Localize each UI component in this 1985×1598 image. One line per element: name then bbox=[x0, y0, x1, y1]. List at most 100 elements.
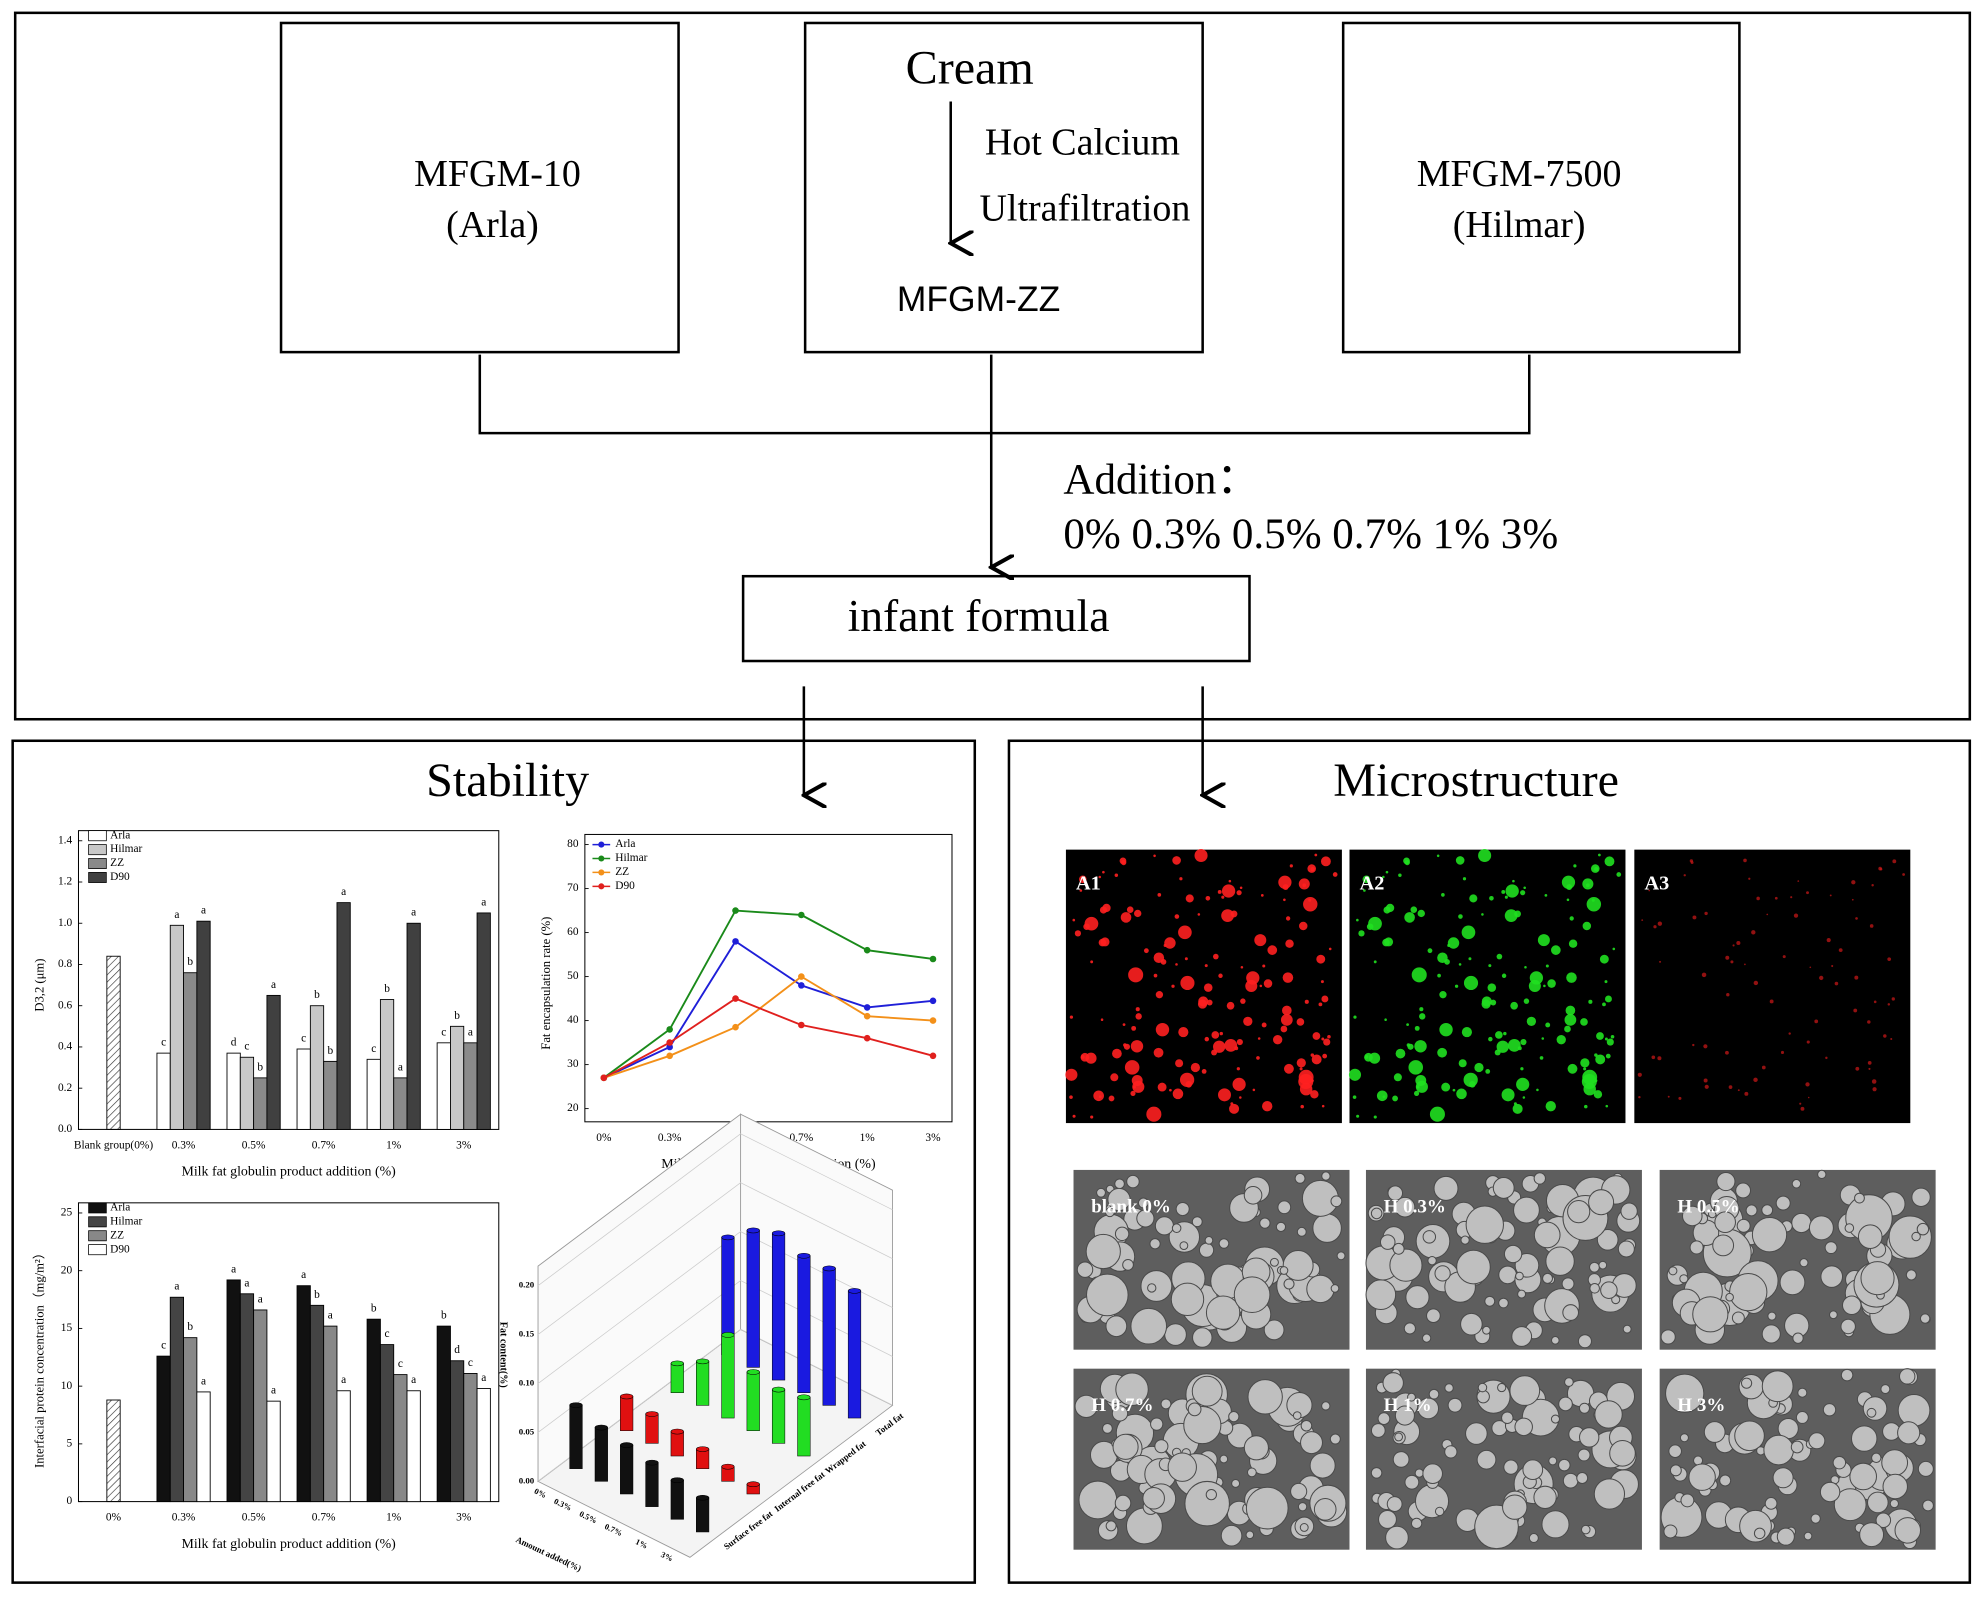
particle bbox=[1578, 1402, 1591, 1414]
particle bbox=[1871, 883, 1874, 887]
y-tick-label: 0.0 bbox=[58, 1123, 73, 1135]
legend-swatch bbox=[88, 1230, 107, 1242]
bar bbox=[746, 1230, 760, 1368]
particle bbox=[1819, 975, 1824, 981]
particle bbox=[1564, 1377, 1574, 1387]
particle bbox=[1688, 1463, 1716, 1491]
particle bbox=[1610, 1034, 1615, 1039]
y-tick-label: 80 bbox=[567, 838, 579, 850]
node-label: MFGM-10 bbox=[414, 153, 581, 195]
particle bbox=[1164, 1323, 1187, 1346]
particle bbox=[1756, 896, 1760, 901]
particle bbox=[1230, 910, 1238, 918]
particle bbox=[1363, 889, 1366, 892]
particle bbox=[1551, 945, 1561, 955]
particle bbox=[1899, 1368, 1916, 1385]
particle bbox=[1377, 1412, 1391, 1425]
particle bbox=[1201, 1068, 1207, 1074]
particle bbox=[1806, 1040, 1810, 1044]
particle bbox=[1567, 1200, 1591, 1224]
particle bbox=[1568, 939, 1578, 948]
particle bbox=[1734, 1420, 1765, 1452]
bar bbox=[822, 1268, 836, 1406]
particle bbox=[1096, 1187, 1106, 1198]
particle bbox=[1867, 1020, 1871, 1024]
particle bbox=[1167, 1452, 1197, 1482]
particle bbox=[1780, 1050, 1785, 1055]
particle bbox=[1880, 1384, 1891, 1395]
particle bbox=[1389, 1248, 1423, 1282]
particle bbox=[1791, 1179, 1802, 1189]
bar bbox=[450, 1360, 465, 1503]
particle bbox=[1591, 898, 1595, 902]
particle bbox=[1373, 1115, 1377, 1119]
significance-letter: a bbox=[341, 1374, 346, 1386]
particle bbox=[1456, 1088, 1467, 1100]
bar-cap bbox=[721, 1234, 735, 1241]
particle bbox=[1606, 1038, 1614, 1046]
particle bbox=[1226, 1001, 1235, 1010]
particle bbox=[1589, 1261, 1600, 1273]
particle bbox=[1558, 1396, 1573, 1412]
significance-letter: c bbox=[301, 1032, 306, 1044]
particle bbox=[1514, 1417, 1533, 1437]
particle bbox=[1730, 960, 1734, 964]
particle bbox=[1465, 1205, 1504, 1244]
y-tick-label: 1.0 bbox=[58, 917, 73, 929]
x-tick-label: 0% bbox=[106, 1512, 122, 1524]
particle bbox=[1580, 1018, 1588, 1026]
particle bbox=[1406, 1043, 1411, 1047]
legend-label: Hilmar bbox=[110, 1215, 142, 1227]
y-tick-label: 1.4 bbox=[58, 834, 73, 846]
top-frame bbox=[13, 11, 1972, 721]
legend-swatch bbox=[88, 872, 107, 883]
particle bbox=[1648, 889, 1651, 892]
particle bbox=[1547, 979, 1556, 988]
particle bbox=[1477, 1382, 1488, 1393]
significance-letter: d bbox=[231, 1037, 237, 1049]
particle bbox=[1370, 1467, 1383, 1479]
particle bbox=[1589, 1283, 1600, 1294]
particle bbox=[1849, 1462, 1878, 1491]
particle bbox=[1160, 1398, 1172, 1410]
particle bbox=[1588, 999, 1593, 1004]
bar bbox=[309, 1005, 325, 1130]
particle bbox=[1833, 1488, 1867, 1522]
particle bbox=[1743, 858, 1747, 863]
particle bbox=[1678, 1096, 1682, 1100]
particle bbox=[1392, 1242, 1405, 1255]
particle bbox=[1228, 1411, 1240, 1423]
particle bbox=[1437, 973, 1441, 978]
particle bbox=[1569, 916, 1574, 921]
particle bbox=[1682, 1205, 1703, 1227]
particle bbox=[1692, 1043, 1695, 1047]
particle bbox=[1358, 930, 1365, 937]
particle bbox=[1395, 1048, 1406, 1059]
particle bbox=[1659, 960, 1662, 963]
particle bbox=[1107, 1187, 1131, 1212]
particle bbox=[1178, 1027, 1189, 1038]
particle bbox=[1285, 916, 1291, 921]
particle bbox=[1887, 1003, 1891, 1006]
particle bbox=[1809, 966, 1812, 969]
particle bbox=[1797, 1387, 1808, 1398]
connector bbox=[478, 354, 1531, 435]
particle bbox=[1296, 1018, 1305, 1026]
bar bbox=[463, 1373, 478, 1503]
particle bbox=[1240, 966, 1244, 969]
particle bbox=[1817, 1169, 1827, 1180]
charts: 0.0 0.2 0.4 0.6 0.8 1.0 1.2 1.4 Milk fat globuli… bbox=[32, 829, 953, 1573]
particle bbox=[1122, 1023, 1126, 1026]
particle bbox=[1456, 1249, 1491, 1285]
bar bbox=[645, 1462, 659, 1507]
particle bbox=[1321, 995, 1329, 1003]
particle bbox=[1289, 864, 1293, 868]
particle bbox=[1322, 1053, 1328, 1059]
particle bbox=[1370, 1423, 1386, 1438]
particle bbox=[1394, 1196, 1416, 1218]
particle bbox=[1111, 1405, 1129, 1422]
particle bbox=[1577, 1334, 1592, 1349]
particle bbox=[1076, 1261, 1094, 1278]
particle bbox=[1204, 964, 1208, 968]
particle bbox=[1439, 1022, 1453, 1037]
